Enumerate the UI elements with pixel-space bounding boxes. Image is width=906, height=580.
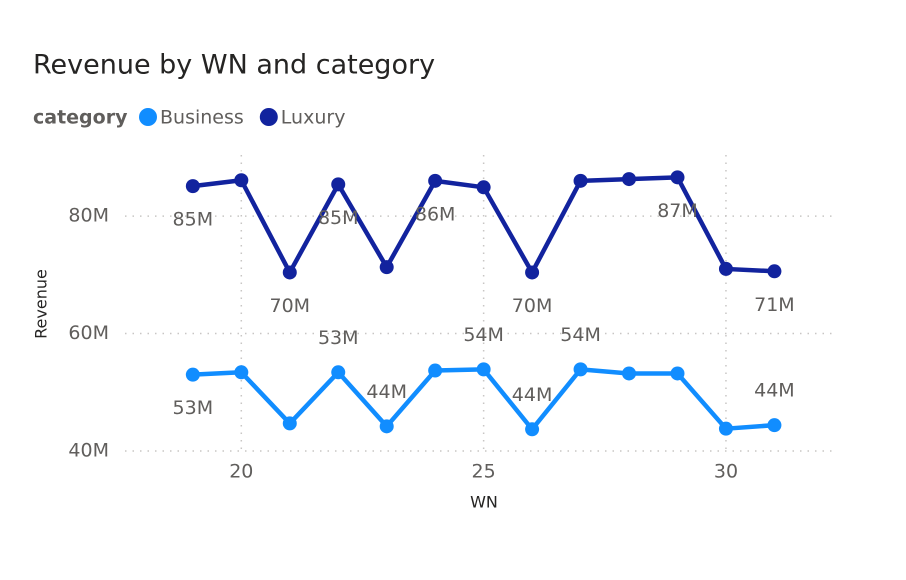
data-point xyxy=(234,365,249,380)
data-point xyxy=(622,366,637,381)
data-label: 44M xyxy=(754,380,795,402)
legend-label: Luxury xyxy=(281,107,346,129)
data-point xyxy=(573,362,588,377)
data-label: 53M xyxy=(318,327,359,349)
legend-title: category xyxy=(33,107,128,129)
y-tick-label: 40M xyxy=(68,440,109,462)
data-point xyxy=(670,366,685,381)
data-label: 86M xyxy=(415,203,456,225)
y-axis-title: Revenue xyxy=(32,269,51,339)
data-point xyxy=(525,265,540,280)
chart-title: Revenue by WN and category xyxy=(33,50,435,81)
legend-marker xyxy=(259,108,278,126)
y-tick-label: 80M xyxy=(68,205,109,227)
data-point xyxy=(282,265,297,280)
data-label: 85M xyxy=(318,207,359,229)
data-point xyxy=(428,173,443,188)
data-point xyxy=(476,180,491,195)
legend-marker xyxy=(139,108,157,126)
x-tick-label: 20 xyxy=(229,461,253,483)
data-point xyxy=(622,172,637,187)
data-label: 85M xyxy=(173,209,214,231)
y-tick-label: 60M xyxy=(68,322,109,344)
data-point xyxy=(476,362,491,377)
data-label: 54M xyxy=(463,324,504,346)
data-point xyxy=(718,261,733,276)
data-point xyxy=(525,422,540,437)
data-point xyxy=(428,363,443,378)
data-label: 54M xyxy=(560,324,601,346)
data-label: 87M xyxy=(657,200,698,222)
data-point xyxy=(767,264,782,279)
legend-label: Business xyxy=(160,107,244,129)
x-tick-label: 25 xyxy=(472,461,496,483)
data-label: 44M xyxy=(512,384,553,406)
data-point xyxy=(670,170,685,185)
data-point xyxy=(379,260,394,275)
data-point xyxy=(331,177,346,192)
data-point xyxy=(718,421,733,436)
data-label: 71M xyxy=(754,294,795,316)
data-label: 70M xyxy=(269,295,310,317)
data-point xyxy=(185,179,200,194)
data-label: 53M xyxy=(173,397,214,419)
data-label: 44M xyxy=(366,381,407,403)
x-tick-label: 30 xyxy=(714,461,738,483)
data-point xyxy=(234,173,249,188)
data-point xyxy=(573,173,588,188)
x-axis-title: WN xyxy=(470,493,498,512)
data-point xyxy=(185,367,200,382)
series-line xyxy=(192,367,775,432)
data-label: 70M xyxy=(512,295,553,317)
data-point xyxy=(379,419,394,434)
data-point xyxy=(767,418,782,433)
data-point xyxy=(331,365,346,380)
data-point xyxy=(282,416,297,431)
